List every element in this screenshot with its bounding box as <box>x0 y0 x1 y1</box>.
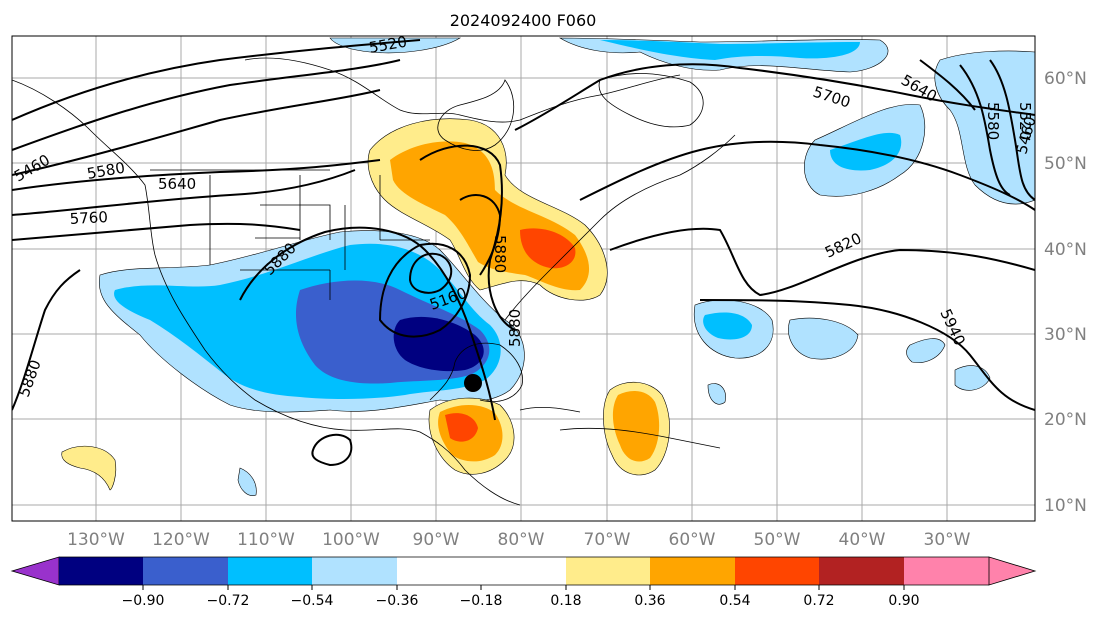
negative-region-north-atlantic-mid <box>600 40 860 60</box>
negative-region-subtropical-c <box>906 338 946 363</box>
colorbar-tick-label: −0.72 <box>207 593 250 609</box>
colorbar-bin <box>650 557 735 585</box>
contour-label: 5880 <box>506 309 524 347</box>
negative-region-subtropical-b <box>788 317 859 360</box>
lon-label: 30°W <box>924 530 971 550</box>
contour-label: 5880 <box>491 235 509 273</box>
longitude-labels: 130°W 120°W 110°W 100°W 90°W 80°W 70°W 6… <box>67 530 971 550</box>
negative-region-caribbean-small <box>707 383 726 405</box>
lon-label: 60°W <box>669 530 716 550</box>
lat-label: 40°N <box>1044 240 1087 260</box>
latitude-labels: 60°N 50°N 40°N 30°N 20°N 10°N <box>1044 69 1087 516</box>
lon-label: 50°W <box>754 530 801 550</box>
lon-label: 90°W <box>413 530 460 550</box>
lat-label: 30°N <box>1044 325 1087 345</box>
colorbar-bin <box>735 557 819 585</box>
negative-region-subtropical-a-mid <box>703 312 752 340</box>
colorbar-tick-label: 0.54 <box>719 593 750 609</box>
contour-label: 5580 <box>984 102 1002 140</box>
lon-label: 130°W <box>67 530 125 550</box>
colorbar-bin <box>59 557 143 585</box>
negative-region-labrador <box>329 37 462 54</box>
map-panel: 5520 5640 5700 5460 5580 5640 5760 5880 … <box>12 33 1035 521</box>
lon-label: 40°W <box>839 530 886 550</box>
colorbar-bin <box>312 557 397 585</box>
contour-label: 5520 <box>1016 102 1034 140</box>
colorbar-tick-label: 0.72 <box>803 593 834 609</box>
colorbar-tick-label: −0.54 <box>291 593 334 609</box>
lon-label: 80°W <box>498 530 545 550</box>
positive-region-caribbean-mid <box>612 390 660 462</box>
map-frame <box>11 35 1036 522</box>
colorbar-tick-label: −0.18 <box>460 593 503 609</box>
colorbar: −0.90 −0.72 −0.54 −0.36 −0.18 0.18 0.36 … <box>10 556 1037 609</box>
negative-region-subtropical-d <box>954 365 991 391</box>
negative-region-pacific <box>237 467 257 496</box>
lon-label: 70°W <box>584 530 631 550</box>
lon-label: 120°W <box>152 530 210 550</box>
lat-label: 50°N <box>1044 154 1087 174</box>
negative-anomaly-shading <box>98 37 1035 496</box>
colorbar-tick-label: 0.90 <box>888 593 919 609</box>
positive-anomaly-shading <box>61 118 670 491</box>
colorbar-extend-low <box>10 556 60 586</box>
negative-region-max <box>393 316 484 372</box>
contour-label: 5520 <box>368 33 409 57</box>
lat-label: 60°N <box>1044 69 1087 89</box>
positive-region-gulf-of-honduras-strong <box>445 413 478 442</box>
colorbar-bin <box>566 557 650 585</box>
colorbar-bin <box>143 557 228 585</box>
colorbar-bin <box>228 557 312 585</box>
height-contours <box>12 39 1035 467</box>
lat-label: 10°N <box>1044 496 1087 516</box>
colorbar-extend-high <box>988 556 1037 586</box>
contour-label: 5760 <box>69 208 108 228</box>
lon-label: 110°W <box>237 530 295 550</box>
colorbar-bin <box>397 557 481 585</box>
contour-labels: 5520 5640 5700 5460 5580 5640 5760 5880 … <box>12 33 1035 399</box>
coastlines <box>12 57 736 506</box>
colorbar-bin <box>481 557 566 585</box>
colorbar-tick-label: 0.36 <box>634 593 665 609</box>
colorbar-bin <box>819 557 904 585</box>
lon-label: 100°W <box>322 530 380 550</box>
colorbar-bin <box>904 557 989 585</box>
contour-label: 5640 <box>158 175 196 193</box>
positive-region-pacific <box>61 445 117 491</box>
colorbar-tick-label: −0.36 <box>376 593 419 609</box>
lat-label: 20°N <box>1044 410 1087 430</box>
colorbar-tick-label: −0.90 <box>122 593 165 609</box>
map-title: 2024092400 F060 <box>450 11 597 30</box>
storm-center-marker <box>464 374 482 392</box>
colorbar-tick-label: 0.18 <box>550 593 581 609</box>
